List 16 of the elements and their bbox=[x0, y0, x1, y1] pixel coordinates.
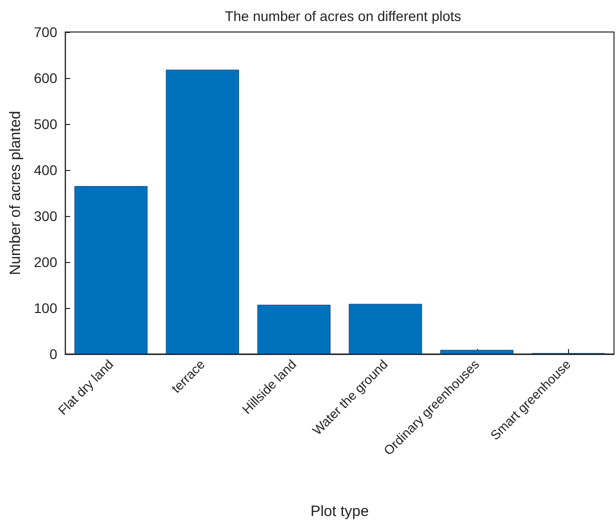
bar bbox=[74, 186, 148, 354]
chart-title: The number of acres on different plots bbox=[224, 8, 462, 24]
bar bbox=[440, 350, 514, 354]
y-tick-label: 0 bbox=[49, 346, 58, 362]
bar bbox=[257, 304, 330, 354]
y-tick-label: 100 bbox=[34, 300, 58, 316]
y-tick-label: 400 bbox=[34, 162, 58, 178]
y-tick-label: 300 bbox=[34, 208, 58, 224]
bar bbox=[348, 304, 422, 354]
x-axis-title: Plot type bbox=[310, 503, 369, 520]
bar bbox=[166, 70, 240, 354]
y-tick-label: 500 bbox=[34, 116, 58, 132]
y-tick-label: 700 bbox=[34, 24, 58, 40]
y-tick-label: 200 bbox=[34, 254, 58, 270]
y-axis-title: Number of acres planted bbox=[7, 110, 24, 276]
y-tick-label: 600 bbox=[34, 70, 58, 86]
